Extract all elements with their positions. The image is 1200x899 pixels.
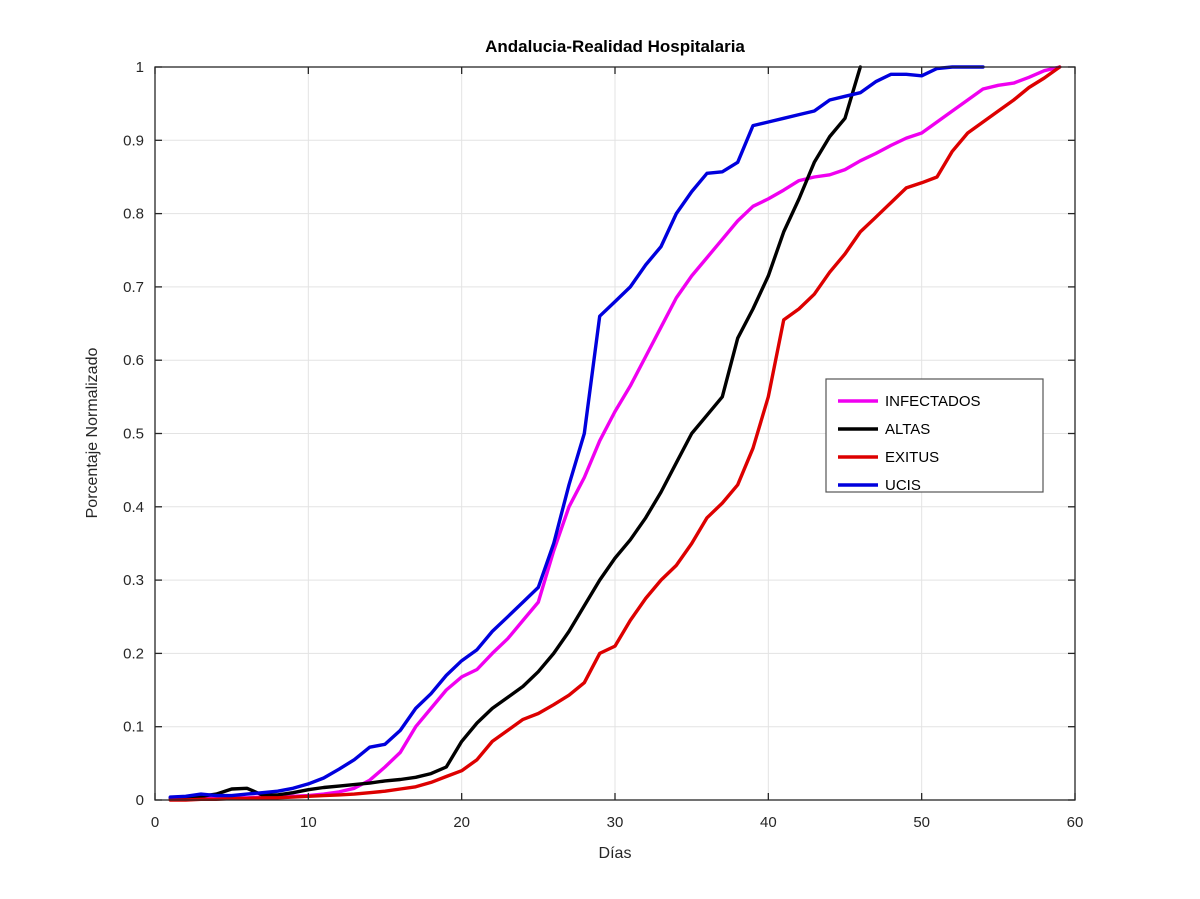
y-tick-label: 1: [136, 59, 144, 76]
legend-label: EXITUS: [885, 449, 939, 466]
y-tick-label: 0.5: [123, 426, 144, 443]
legend-label: INFECTADOS: [885, 393, 981, 410]
y-tick-label: 0.1: [123, 719, 144, 736]
series-line-exitus: [168, 65, 1062, 802]
y-tick-label: 0.3: [123, 572, 144, 589]
x-tick-label: 20: [453, 814, 470, 831]
x-tick-label: 60: [1067, 814, 1084, 831]
legend-label: ALTAS: [885, 421, 930, 438]
legend-label: UCIS: [885, 477, 921, 494]
x-tick-label: 30: [607, 814, 624, 831]
x-tick-label: 0: [151, 814, 159, 831]
legend: INFECTADOS ALTAS EXITUS UCIS: [825, 378, 1044, 494]
chart-title: Andalucia-Realidad Hospitalaria: [485, 37, 745, 56]
x-tick-label: 10: [300, 814, 317, 831]
y-tick-label: 0.2: [123, 645, 144, 662]
x-tick-label: 50: [913, 814, 930, 831]
y-axis-label: Porcentaje Normalizado: [84, 348, 101, 519]
legend-box: [825, 378, 1044, 493]
x-tick-label: 40: [760, 814, 777, 831]
tick-label-layer: 0 10 20 30 40 50 60 0 0.1 0.2 0.3 0.4 0.5 0.6 0.7 0.8 0.…: [123, 59, 1083, 831]
series-line-altas: [168, 65, 862, 800]
y-tick-label: 0.8: [123, 206, 144, 223]
series-line-ucis: [168, 65, 985, 799]
y-tick-label: 0: [136, 792, 144, 809]
legend-item: ALTAS: [838, 421, 930, 438]
y-tick-label: 0.4: [123, 499, 144, 516]
series-layer: [168, 65, 1062, 802]
legend-item: UCIS: [838, 477, 921, 494]
y-tick-label: 0.7: [123, 279, 144, 296]
axes-layer: [154, 66, 1076, 801]
legend-item: EXITUS: [838, 449, 939, 466]
y-tick-label: 0.9: [123, 132, 144, 149]
legend-item: INFECTADOS: [838, 393, 981, 410]
x-axis-label: Días: [599, 845, 632, 862]
y-tick-label: 0.6: [123, 352, 144, 369]
